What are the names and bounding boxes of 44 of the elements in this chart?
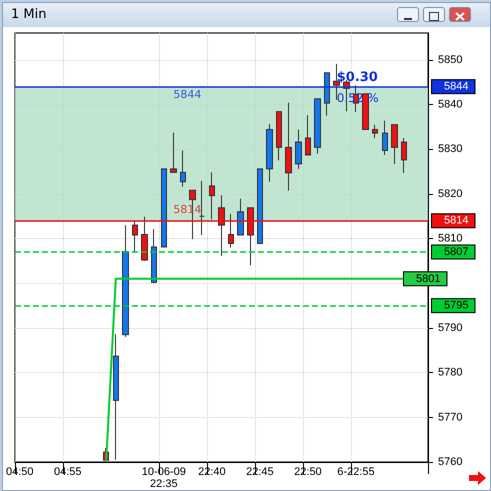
candlestick xyxy=(266,124,273,182)
candlestick xyxy=(295,129,302,170)
data-label: 5801 xyxy=(416,272,440,285)
y-tick-label: 5830 xyxy=(438,143,462,156)
y-tick-label: 5820 xyxy=(438,188,462,200)
x-tick-label: 6-22:55 xyxy=(337,466,375,478)
y-tick-label: 5840 xyxy=(438,98,462,110)
x-tick-label: 04:55 xyxy=(54,466,82,478)
candlestick xyxy=(199,180,205,236)
y-tick-label: 5760 xyxy=(438,456,462,468)
candlestick xyxy=(122,224,129,338)
candlestick xyxy=(257,168,263,244)
candlestick xyxy=(391,124,398,164)
y-tick-label: 5770 xyxy=(438,411,462,424)
candlestick xyxy=(237,198,244,236)
candlestick xyxy=(276,111,282,161)
candlestick xyxy=(161,168,167,248)
x-tick-label: 04:50 xyxy=(6,466,34,478)
y-tick-label: 5850 xyxy=(438,54,462,66)
candlestick xyxy=(372,124,378,139)
x-tick-label: 10-06-09 22:35 xyxy=(142,466,186,490)
candlestick xyxy=(382,120,388,156)
chart-title: 1 Min xyxy=(11,7,46,22)
text: 5814 xyxy=(444,214,468,227)
annotation: $0.30 xyxy=(336,70,378,86)
y-tick-label: 5810 xyxy=(438,232,462,245)
y-tick-label: 5780 xyxy=(438,366,462,379)
candlestick xyxy=(305,114,311,156)
candlestick xyxy=(113,334,119,460)
candlestick xyxy=(151,228,157,284)
candlestick xyxy=(314,98,321,154)
ref-line-label: 5795 xyxy=(444,300,468,312)
candlestick xyxy=(285,102,292,192)
ref-line-label: 5807 xyxy=(444,246,468,258)
x-tick-label: 22:50 xyxy=(294,466,322,478)
candlestick xyxy=(170,132,177,173)
candlestick xyxy=(324,72,330,116)
candlestick xyxy=(180,150,186,188)
candlestick xyxy=(401,138,407,174)
x-tick-label: 22:45 xyxy=(246,466,274,478)
ref-line-label: 5844 xyxy=(173,88,202,102)
text: 5844 xyxy=(444,80,468,93)
x-tick-label: 22:40 xyxy=(198,466,226,478)
y-tick-label: 5790 xyxy=(438,322,462,334)
